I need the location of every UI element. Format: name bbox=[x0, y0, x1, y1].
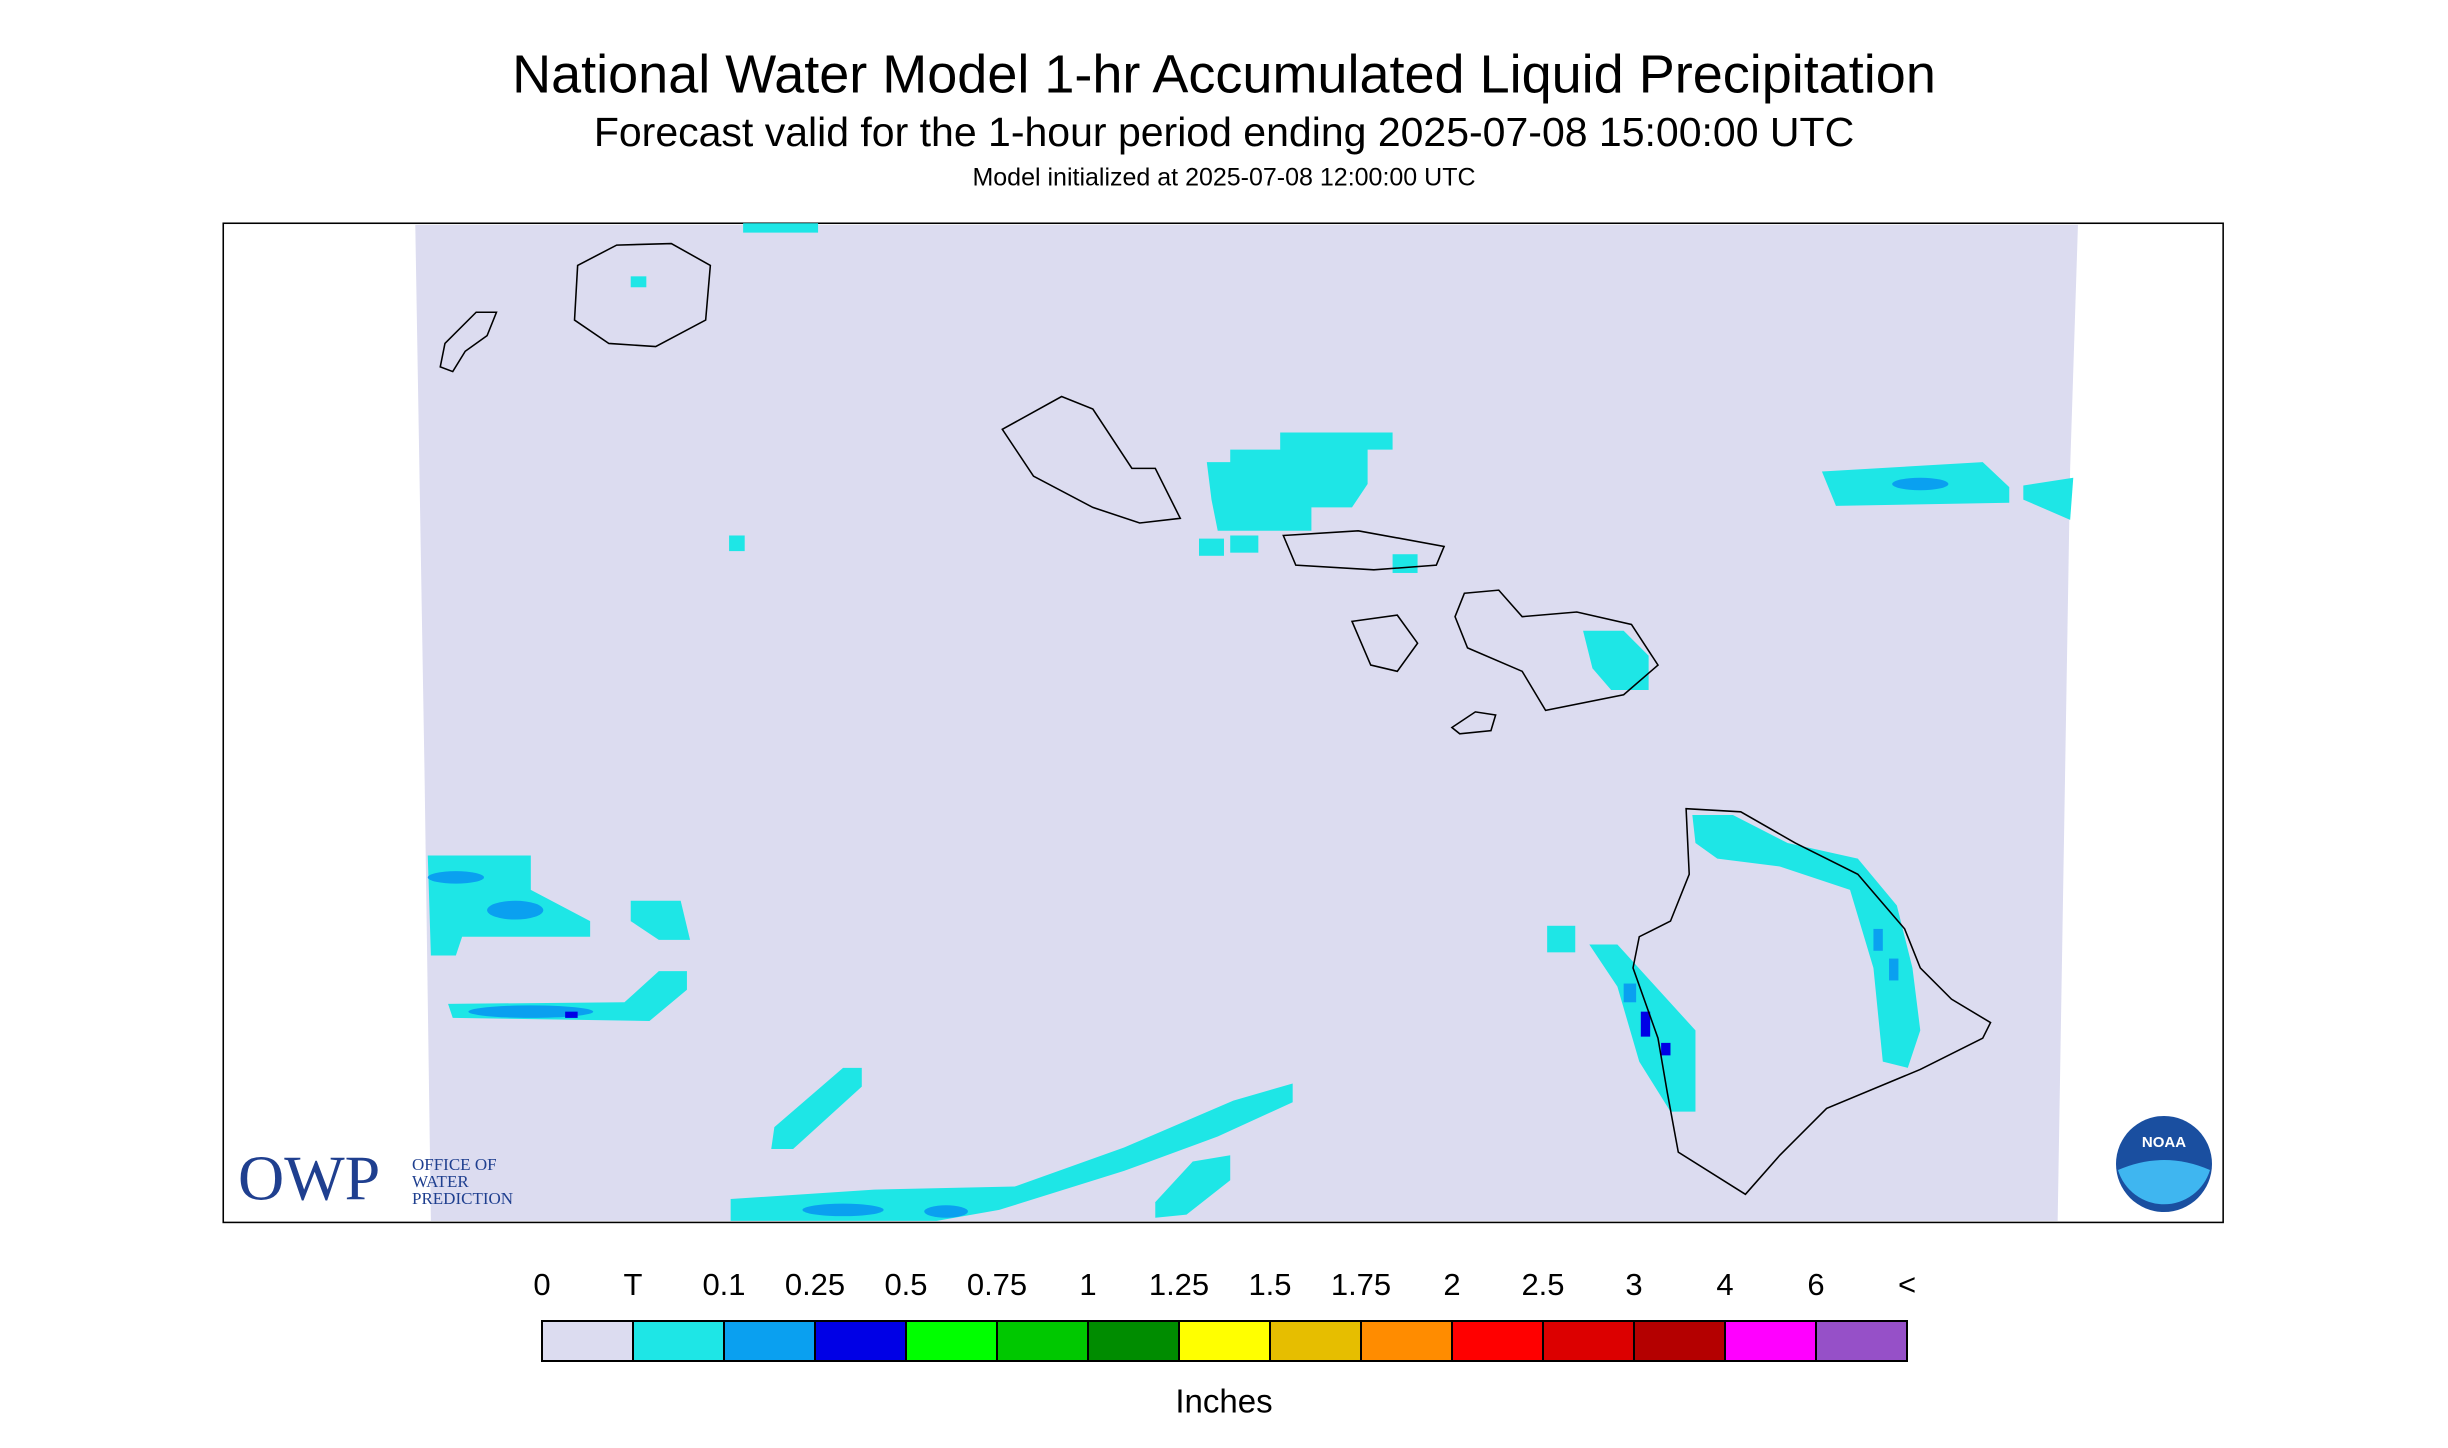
legend-label: 1 bbox=[1079, 1267, 1096, 1302]
legend-label: 0.5 bbox=[884, 1267, 927, 1302]
legend-label: 0.1 bbox=[702, 1267, 745, 1302]
legend-swatch bbox=[1815, 1320, 1908, 1362]
legend-swatch bbox=[1633, 1320, 1726, 1362]
legend-swatch bbox=[905, 1320, 998, 1362]
legend-swatch bbox=[541, 1320, 634, 1362]
noaa-logo-wave bbox=[2118, 1160, 2210, 1205]
legend-swatch bbox=[1360, 1320, 1453, 1362]
subtitle: Forecast valid for the 1-hour period end… bbox=[594, 109, 1854, 155]
legend-swatch bbox=[1542, 1320, 1635, 1362]
legend-swatch bbox=[1724, 1320, 1817, 1362]
owp-logo: OWP bbox=[238, 1143, 380, 1214]
legend: 0 T 0.1 0.25 0.5 0.75 1 1.25 1.5 1.75 2 2.5 3 4 6 < bbox=[533, 1267, 1916, 1362]
owp-line: OFFICE OF bbox=[412, 1155, 497, 1174]
legend-label: 6 bbox=[1807, 1267, 1824, 1302]
legend-label: 1.25 bbox=[1149, 1267, 1209, 1302]
precip-heavy bbox=[565, 1011, 1671, 1056]
legend-label: 0.25 bbox=[785, 1267, 845, 1302]
legend-swatch bbox=[1451, 1320, 1544, 1362]
legend-swatch bbox=[723, 1320, 816, 1362]
legend-label: 2 bbox=[1443, 1267, 1460, 1302]
legend-swatch bbox=[1087, 1320, 1180, 1362]
map bbox=[222, 222, 2224, 1224]
owp-line: PREDICTION bbox=[412, 1189, 513, 1208]
legend-swatch bbox=[632, 1320, 725, 1362]
legend-label: T bbox=[624, 1267, 643, 1302]
legend-swatch bbox=[1178, 1320, 1271, 1362]
legend-label: 4 bbox=[1716, 1267, 1733, 1302]
legend-label: 2.5 bbox=[1521, 1267, 1564, 1302]
coastlines bbox=[439, 242, 1992, 1196]
owp-line: WATER bbox=[412, 1172, 469, 1191]
legend-label: < bbox=[1898, 1267, 1916, 1302]
title: National Water Model 1-hr Accumulated Li… bbox=[512, 44, 1936, 104]
init-time: Model initialized at 2025-07-08 12:00:00… bbox=[972, 164, 1475, 192]
model-domain bbox=[415, 224, 2078, 1221]
legend-label: 0.75 bbox=[967, 1267, 1027, 1302]
legend-swatch bbox=[996, 1320, 1089, 1362]
noaa-logo-text: NOAA bbox=[2142, 1134, 2186, 1151]
legend-unit: Inches bbox=[1175, 1383, 1272, 1420]
legend-label: 1.5 bbox=[1248, 1267, 1291, 1302]
legend-swatch bbox=[1269, 1320, 1362, 1362]
precip-moderate bbox=[427, 477, 1949, 1218]
legend-label: 1.75 bbox=[1331, 1267, 1391, 1302]
legend-label: 0 bbox=[533, 1267, 550, 1302]
legend-swatch bbox=[814, 1320, 907, 1362]
legend-label: 3 bbox=[1625, 1267, 1642, 1302]
